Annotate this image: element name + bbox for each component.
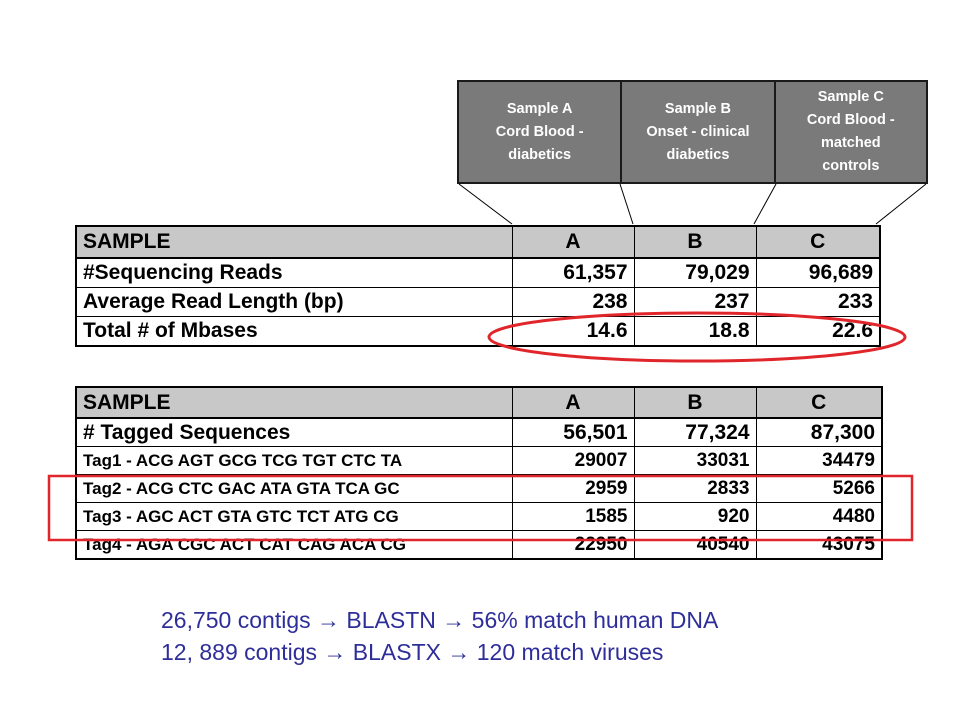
table-cell: 18.8 (633, 316, 757, 347)
table-cell: 4480 (755, 502, 883, 531)
table-cell: 233 (755, 287, 881, 317)
header-cell: SAMPLE (75, 386, 513, 419)
connector-line (753, 183, 777, 225)
header-cell: B (633, 386, 757, 419)
table-cell: 79,029 (633, 257, 757, 288)
table-cell: 29007 (511, 446, 635, 475)
blast-notes: 26,750 contigs → BLASTN → 56% match huma… (161, 604, 718, 668)
table-cell: 237 (633, 287, 757, 317)
sequencing-summary-table: SAMPLE A B C #Sequencing Reads 61,357 79… (75, 225, 881, 347)
header-cell: A (511, 386, 635, 419)
sample-b-callout: Sample B Onset - clinical diabetics (620, 80, 776, 184)
header-cell: SAMPLE (75, 225, 513, 259)
table-cell: 34479 (755, 446, 883, 475)
header-cell: B (633, 225, 757, 259)
table-cell: 40540 (633, 530, 757, 560)
table-cell: 61,357 (511, 257, 635, 288)
table-row: Average Read Length (bp) 238 237 233 (75, 287, 881, 317)
table-header-row: SAMPLE A B C (75, 386, 883, 419)
row-label: # Tagged Sequences (75, 417, 513, 447)
connector-line (458, 183, 513, 225)
table-cell: 5266 (755, 474, 883, 503)
sample-callouts: Sample A Cord Blood - diabetics Sample B… (457, 80, 928, 184)
table-cell: 22950 (511, 530, 635, 560)
table-cell: 87,300 (755, 417, 883, 447)
table-row: Tag4 - AGA CGC ACT CAT CAG ACA CG 22950 … (75, 530, 883, 560)
table-row: Tag1 - ACG AGT GCG TCG TGT CTC TA 29007 … (75, 446, 883, 475)
table-header-row: SAMPLE A B C (75, 225, 881, 259)
table-row: Total # of Mbases 14.6 18.8 22.6 (75, 316, 881, 347)
table-cell: 920 (633, 502, 757, 531)
blastx-note: 12, 889 contigs → BLASTX → 120 match vir… (161, 639, 664, 665)
header-cell: C (755, 386, 883, 419)
sample-c-callout: Sample C Cord Blood - matched controls (773, 80, 928, 184)
table-cell: 2833 (633, 474, 757, 503)
table-cell: 14.6 (511, 316, 635, 347)
table-cell: 96,689 (755, 257, 881, 288)
header-cell: A (511, 225, 635, 259)
sample-a-callout: Sample A Cord Blood - diabetics (457, 80, 623, 184)
table-cell: 56,501 (511, 417, 635, 447)
table-cell: 2959 (511, 474, 635, 503)
connector-line (619, 183, 634, 225)
table-cell: 43075 (755, 530, 883, 560)
table-cell: 238 (511, 287, 635, 317)
header-cell: C (755, 225, 881, 259)
blastn-note: 26,750 contigs → BLASTN → 56% match huma… (161, 607, 719, 633)
connector-line (875, 183, 927, 225)
row-label: Tag2 - ACG CTC GAC ATA GTA TCA GC (75, 474, 513, 503)
table-row: #Sequencing Reads 61,357 79,029 96,689 (75, 257, 881, 288)
row-label: #Sequencing Reads (75, 257, 513, 288)
table-cell: 77,324 (633, 417, 757, 447)
table-row: # Tagged Sequences 56,501 77,324 87,300 (75, 417, 883, 447)
row-label: Tag4 - AGA CGC ACT CAT CAG ACA CG (75, 530, 513, 560)
tagged-sequences-table: SAMPLE A B C # Tagged Sequences 56,501 7… (75, 386, 883, 560)
table-row: Tag2 - ACG CTC GAC ATA GTA TCA GC 2959 2… (75, 474, 883, 503)
table-cell: 33031 (633, 446, 757, 475)
row-label: Tag3 - AGC ACT GTA GTC TCT ATG CG (75, 502, 513, 531)
row-label: Average Read Length (bp) (75, 287, 513, 317)
row-label: Total # of Mbases (75, 316, 513, 347)
table-row: Tag3 - AGC ACT GTA GTC TCT ATG CG 1585 9… (75, 502, 883, 531)
row-label: Tag1 - ACG AGT GCG TCG TGT CTC TA (75, 446, 513, 475)
table-cell: 1585 (511, 502, 635, 531)
table-cell: 22.6 (755, 316, 881, 347)
